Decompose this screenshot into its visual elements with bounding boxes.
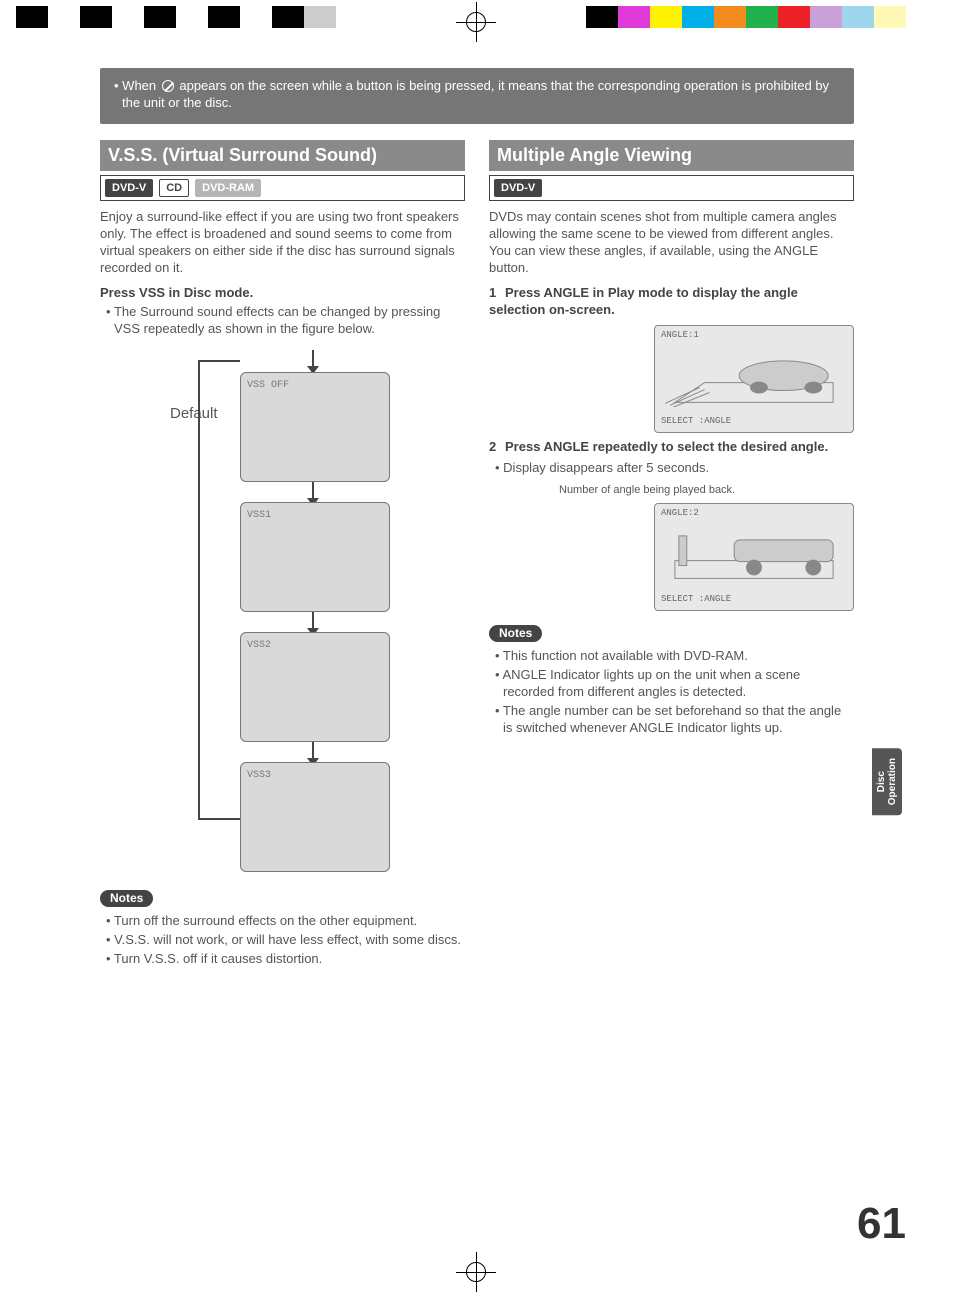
swatch: [16, 6, 48, 28]
swatch: [650, 6, 682, 28]
notes-label-left: Notes: [100, 890, 153, 908]
badge-row-left: DVD-V CD DVD-RAM: [100, 175, 465, 201]
swatch: [144, 6, 176, 28]
top-note-suffix: appears on the screen while a button is …: [122, 78, 829, 110]
vss-intro: Enjoy a surround-like effect if you are …: [100, 209, 465, 277]
crop-mark-top: [456, 2, 496, 42]
default-label: Default: [170, 404, 218, 424]
prohibit-icon: [162, 80, 174, 92]
arrow-icon: [312, 742, 314, 760]
top-note-prefix: When: [122, 78, 160, 93]
vss-box-2: VSS2: [240, 632, 390, 742]
swatch: [842, 6, 874, 28]
swatch: [810, 6, 842, 28]
tv1-select-label: SELECT :ANGLE: [661, 416, 731, 428]
vss-press-line: Press VSS in Disc mode.: [100, 285, 465, 302]
disc-badge: DVD-V: [494, 179, 542, 197]
swatch: [272, 6, 304, 28]
swatch: [746, 6, 778, 28]
swatch: [906, 6, 938, 28]
loop-line: [198, 360, 200, 820]
swatch: [304, 6, 336, 28]
note-item: • Turn V.S.S. off if it causes distortio…: [100, 951, 465, 968]
angle-caption: Number of angle being played back.: [559, 483, 854, 497]
note-item: • This function not available with DVD-R…: [489, 648, 854, 665]
swatch: [874, 6, 906, 28]
tv1-angle-label: ANGLE:1: [661, 330, 699, 342]
angle-screen-1: ANGLE:1 SELECT :ANGLE: [654, 325, 854, 433]
note-item: • Turn off the surround effects on the o…: [100, 913, 465, 930]
right-column: Multiple Angle Viewing DVD-V DVDs may co…: [489, 140, 854, 970]
notes-label-right: Notes: [489, 625, 542, 643]
swatch: [112, 6, 144, 28]
section-title-angle: Multiple Angle Viewing: [489, 140, 854, 171]
swatch: [240, 6, 272, 28]
note-item: • ANGLE Indicator lights up on the unit …: [489, 667, 854, 701]
swatch: [682, 6, 714, 28]
swatch: [336, 6, 368, 28]
step-2: 2Press ANGLE repeatedly to select the de…: [489, 439, 854, 456]
swatch: [176, 6, 208, 28]
disc-badge: DVD-RAM: [195, 179, 261, 197]
note-item: • The angle number can be set beforehand…: [489, 703, 854, 737]
swatch: [208, 6, 240, 28]
note-item: • V.S.S. will not work, or will have les…: [100, 932, 465, 949]
vss-box-1: VSS1: [240, 502, 390, 612]
crop-mark-bottom: [456, 1252, 496, 1292]
vss-bullet: • The Surround sound effects can be chan…: [100, 304, 465, 338]
car-illustration-1: [665, 348, 843, 407]
arrow-icon: [312, 482, 314, 500]
swatch: [48, 6, 80, 28]
top-note-box: • When appears on the screen while a but…: [100, 68, 854, 124]
angle-intro: DVDs may contain scenes shot from multip…: [489, 209, 854, 277]
swatch: [618, 6, 650, 28]
swatch: [778, 6, 810, 28]
tv2-angle-label: ANGLE:2: [661, 508, 699, 520]
loop-line: [198, 360, 240, 362]
section-title-vss: V.S.S. (Virtual Surround Sound): [100, 140, 465, 171]
page-number: 61: [857, 1195, 906, 1252]
loop-line: [198, 818, 240, 820]
car-illustration-2: [665, 526, 843, 585]
disc-badge: DVD-V: [105, 179, 153, 197]
vss-box-off: VSS OFF: [240, 372, 390, 482]
tv2-select-label: SELECT :ANGLE: [661, 594, 731, 606]
arrow-icon: [312, 612, 314, 630]
vss-box-3: VSS3: [240, 762, 390, 872]
arrow-icon: [312, 350, 314, 368]
side-tab-disc-operation: DiscOperation: [872, 748, 902, 815]
page-content: • When appears on the screen while a but…: [100, 68, 854, 1204]
badge-row-right: DVD-V: [489, 175, 854, 201]
angle-screen-2: ANGLE:2 SELECT :ANGLE: [654, 503, 854, 611]
vss-cycle-diagram: Default VSS OFF VSS1 VSS2 VSS3: [120, 342, 460, 882]
step-1: 1Press ANGLE in Play mode to display the…: [489, 285, 854, 319]
disc-badge: CD: [159, 179, 189, 197]
swatch: [714, 6, 746, 28]
swatch: [586, 6, 618, 28]
left-column: V.S.S. (Virtual Surround Sound) DVD-VCDD…: [100, 140, 465, 970]
swatch: [80, 6, 112, 28]
step2-bullet: • Display disappears after 5 seconds.: [489, 460, 854, 477]
